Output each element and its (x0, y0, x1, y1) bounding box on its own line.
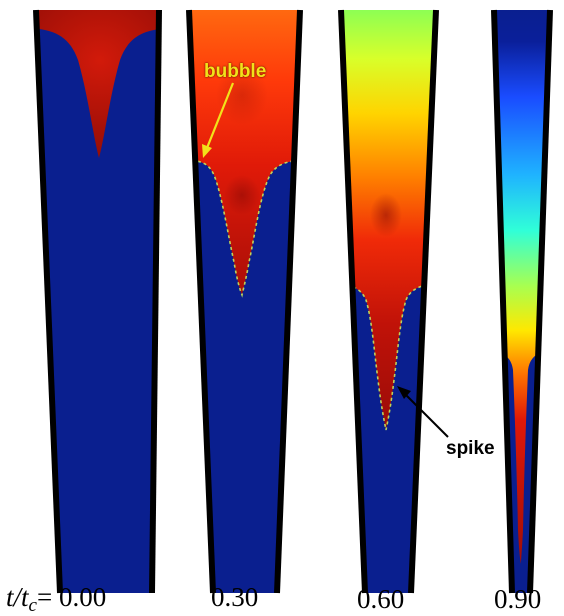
panel-t-030 (186, 9, 303, 594)
wall-left (338, 9, 368, 594)
time-label-prefix: t/t (6, 582, 29, 612)
bubble-arrow (202, 82, 235, 158)
spike-arrow (397, 386, 449, 438)
time-label-panel-1: t/tc= 0.00 (6, 582, 107, 616)
panel-t-090 (491, 9, 553, 594)
wall-left (186, 9, 216, 594)
wall-right (274, 9, 303, 594)
time-label-equals: = (36, 582, 59, 612)
interface-line (189, 159, 300, 298)
time-label-panel-4: 0.90 (494, 584, 542, 614)
time-label-panel-3: 0.60 (357, 584, 405, 614)
bubble-label: bubble (204, 61, 267, 82)
spike-label: spike (446, 438, 495, 459)
wall-right (408, 9, 439, 594)
interior-vortex (224, 175, 260, 215)
light-fluid-region (494, 10, 550, 564)
wall-left (491, 9, 515, 594)
time-label-panel-2: 0.30 (211, 582, 259, 612)
interior-vortex (370, 193, 402, 237)
panel-t-000 (33, 9, 162, 594)
time-label-subscript: c (28, 595, 37, 616)
wall-right (149, 9, 162, 594)
wall-left (33, 9, 63, 594)
wall-right (527, 9, 553, 594)
panel-t-060 (338, 9, 439, 594)
interface-line (341, 281, 436, 431)
light-fluid-region (36, 10, 159, 158)
interior-vortex (216, 65, 268, 125)
light-fluid-region (189, 10, 300, 295)
time-value: 0.00 (58, 582, 107, 612)
